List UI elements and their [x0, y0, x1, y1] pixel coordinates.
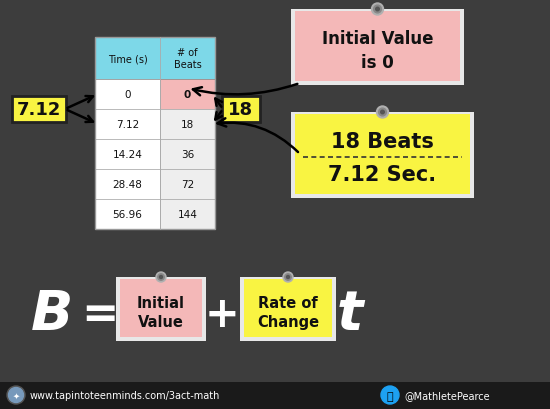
Circle shape [160, 276, 162, 279]
FancyBboxPatch shape [95, 110, 160, 139]
FancyBboxPatch shape [160, 139, 215, 170]
Text: # of
Beats: # of Beats [174, 48, 201, 70]
FancyBboxPatch shape [95, 80, 160, 110]
Circle shape [283, 272, 293, 282]
FancyBboxPatch shape [244, 279, 332, 337]
Text: 18 Beats: 18 Beats [331, 132, 434, 152]
FancyBboxPatch shape [222, 97, 260, 123]
Text: 18: 18 [181, 120, 194, 130]
Circle shape [8, 388, 24, 402]
Text: 0: 0 [124, 90, 131, 100]
Text: Initial
Value: Initial Value [137, 295, 185, 330]
Text: 18: 18 [228, 101, 254, 119]
Text: 🐦: 🐦 [387, 391, 393, 401]
FancyBboxPatch shape [160, 200, 215, 229]
FancyBboxPatch shape [95, 200, 160, 229]
FancyBboxPatch shape [160, 110, 215, 139]
Text: 7.12 Sec.: 7.12 Sec. [328, 164, 437, 184]
FancyBboxPatch shape [240, 277, 336, 341]
Text: Rate of
Change: Rate of Change [257, 295, 319, 330]
FancyBboxPatch shape [95, 38, 215, 80]
Text: B: B [31, 287, 73, 341]
Text: 28.48: 28.48 [113, 180, 142, 189]
Circle shape [381, 111, 384, 115]
Text: 7.12: 7.12 [17, 101, 61, 119]
FancyBboxPatch shape [160, 170, 215, 200]
Text: @MathletePearce: @MathletePearce [404, 390, 490, 400]
Text: 36: 36 [181, 150, 194, 160]
FancyBboxPatch shape [0, 382, 550, 409]
Text: =: = [81, 293, 119, 336]
Circle shape [156, 272, 166, 282]
Text: Time (s): Time (s) [108, 54, 147, 64]
Text: 14.24: 14.24 [113, 150, 142, 160]
Text: 0: 0 [184, 90, 191, 100]
FancyBboxPatch shape [116, 277, 206, 341]
FancyBboxPatch shape [295, 115, 470, 195]
Text: 144: 144 [178, 209, 197, 220]
Circle shape [376, 8, 380, 12]
Circle shape [285, 274, 292, 281]
Circle shape [373, 6, 381, 14]
FancyBboxPatch shape [291, 113, 474, 198]
Circle shape [381, 386, 399, 404]
Circle shape [371, 4, 383, 16]
FancyBboxPatch shape [291, 10, 464, 86]
FancyBboxPatch shape [295, 12, 460, 82]
FancyBboxPatch shape [120, 279, 202, 337]
Circle shape [377, 107, 388, 119]
Text: +: + [205, 293, 239, 335]
Text: 7.12: 7.12 [116, 120, 139, 130]
Text: 56.96: 56.96 [113, 209, 142, 220]
Circle shape [378, 109, 387, 117]
FancyBboxPatch shape [12, 97, 66, 123]
Text: Initial Value
is 0: Initial Value is 0 [322, 30, 433, 72]
Text: t: t [337, 287, 363, 341]
FancyBboxPatch shape [160, 80, 215, 110]
Text: www.tapintoteenminds.com/3act-math: www.tapintoteenminds.com/3act-math [30, 390, 221, 400]
Text: ✦: ✦ [13, 391, 19, 400]
Circle shape [287, 276, 289, 279]
Text: 72: 72 [181, 180, 194, 189]
FancyBboxPatch shape [95, 139, 160, 170]
Circle shape [7, 386, 25, 404]
FancyBboxPatch shape [95, 170, 160, 200]
Circle shape [158, 274, 164, 281]
